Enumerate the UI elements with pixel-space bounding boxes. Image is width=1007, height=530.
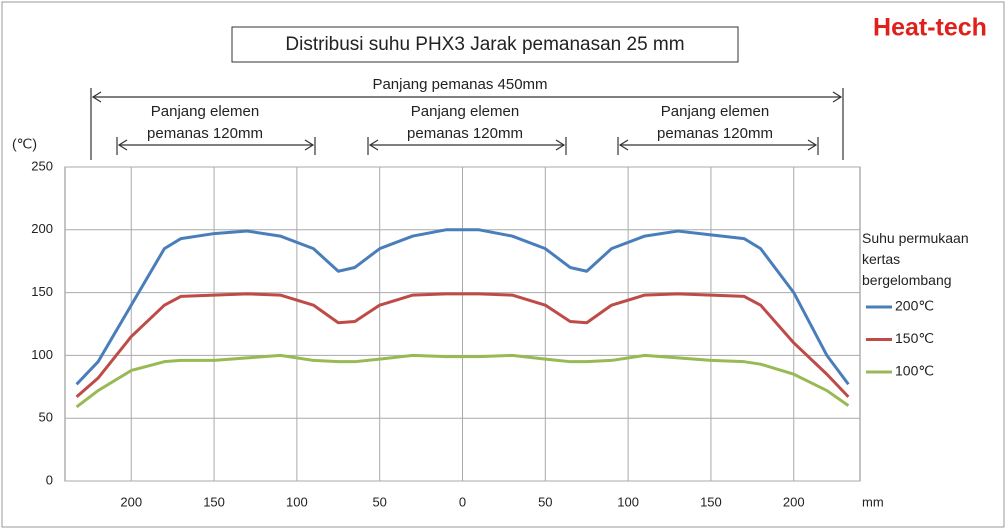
chart-title: Distribusi suhu PHX3 Jarak pemanasan 25 … bbox=[285, 34, 684, 55]
annotation: pemanas 120mm bbox=[147, 125, 263, 142]
x-tick-label: 50 bbox=[538, 494, 552, 509]
series-line bbox=[75, 228, 850, 386]
annotation: Panjang elemen bbox=[661, 103, 769, 120]
y-tick-label: 200 bbox=[31, 221, 53, 236]
y-axis-label: (℃) bbox=[12, 136, 37, 152]
annotation: pemanas 120mm bbox=[657, 125, 773, 142]
x-tick-label: 150 bbox=[203, 494, 225, 509]
series-line bbox=[75, 292, 850, 398]
x-tick-label: 200 bbox=[120, 494, 142, 509]
x-tick-label: 150 bbox=[700, 494, 722, 509]
x-tick-label: 100 bbox=[617, 494, 639, 509]
x-unit: mm bbox=[862, 494, 884, 509]
y-tick-label: 0 bbox=[46, 472, 53, 487]
x-tick-label: 0 bbox=[459, 494, 466, 509]
legend-label: 200℃ bbox=[895, 298, 934, 314]
legend-label: 150℃ bbox=[895, 330, 934, 346]
y-tick-label: 250 bbox=[31, 158, 53, 173]
legend-title: Suhu permukaan kertas bergelombang bbox=[862, 230, 969, 288]
y-tick-label: 50 bbox=[39, 410, 53, 425]
x-tick-label: 50 bbox=[372, 494, 386, 509]
series-line bbox=[75, 353, 850, 409]
legend-label: 100℃ bbox=[895, 363, 934, 379]
x-tick-label: 200 bbox=[783, 494, 805, 509]
annotation: Panjang pemanas 450mm bbox=[372, 76, 547, 93]
dimension-arrows bbox=[90, 88, 844, 160]
title-box bbox=[231, 26, 739, 63]
y-tick-label: 150 bbox=[31, 284, 53, 299]
x-tick-label: 100 bbox=[286, 494, 308, 509]
annotation: pemanas 120mm bbox=[407, 125, 523, 142]
annotation: Panjang elemen bbox=[411, 103, 519, 120]
logo: Heat-tech bbox=[873, 14, 987, 42]
annotation: Panjang elemen bbox=[151, 103, 259, 120]
y-tick-label: 100 bbox=[31, 347, 53, 362]
